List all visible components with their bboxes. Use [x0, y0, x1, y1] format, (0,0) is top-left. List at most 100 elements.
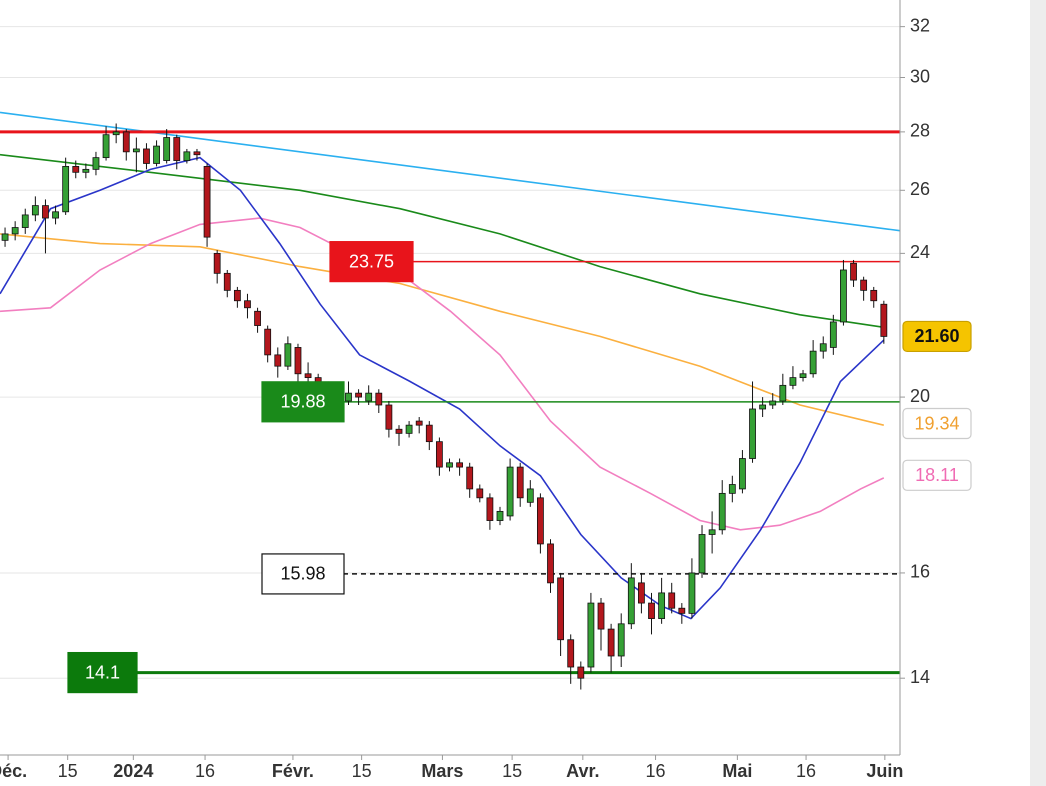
candle-body	[648, 602, 655, 619]
candle-body	[749, 408, 756, 459]
candle-body	[860, 279, 868, 291]
candle-body	[254, 310, 261, 326]
candle-body	[375, 392, 383, 406]
candle-body	[516, 466, 524, 499]
indicator-line	[0, 153, 884, 329]
candle-body	[425, 424, 433, 443]
candle-body	[82, 168, 90, 173]
level-tag	[329, 241, 414, 283]
candle-body	[233, 289, 241, 302]
x-tick-label: Mai	[722, 761, 752, 781]
candle-body	[355, 392, 362, 398]
candle-body	[395, 428, 403, 434]
candle-body	[526, 488, 534, 503]
price-tag	[902, 459, 972, 491]
candle-body	[547, 543, 554, 584]
candle-body	[456, 462, 463, 468]
candle-body	[112, 131, 120, 136]
candle-body	[173, 137, 181, 161]
candle-body	[11, 227, 19, 235]
candle-body	[779, 384, 787, 402]
level-label: 19.88	[280, 392, 325, 412]
candle-body	[203, 166, 211, 238]
candle-body	[476, 488, 484, 499]
side-strip	[1030, 0, 1046, 786]
candle-body	[102, 134, 110, 159]
candle-body	[405, 424, 413, 434]
y-tick-label: 26	[910, 179, 930, 199]
x-tick-label: 16	[195, 761, 215, 781]
level-tag	[67, 651, 138, 694]
candle-body	[365, 392, 373, 402]
indicator-line	[0, 111, 900, 232]
candle-body	[708, 529, 716, 535]
price-tag-label: 18.11	[915, 465, 959, 485]
candle-body	[385, 404, 393, 430]
candle-body	[486, 497, 494, 521]
candle-body	[840, 269, 847, 323]
candle-body	[21, 214, 29, 228]
candle-body	[678, 607, 686, 614]
x-tick-label: 16	[646, 761, 666, 781]
x-tick-label: Févr.	[272, 761, 314, 781]
candle-body	[850, 262, 857, 281]
candle-body	[244, 300, 251, 309]
price-tag	[902, 407, 972, 440]
candle-body	[627, 577, 635, 625]
level-label: 14.1	[85, 662, 120, 682]
candle-body	[496, 510, 504, 521]
y-tick-label: 20	[910, 386, 930, 406]
price-tag	[902, 320, 972, 353]
candle-body	[617, 623, 625, 657]
x-tick-label: 2024	[113, 761, 153, 781]
level-tag	[261, 553, 345, 595]
candle-body	[284, 343, 292, 367]
labels: 1416202426283032Déc.15202416Févr.15Mars1…	[0, 15, 972, 781]
x-tick-label: Déc.	[0, 761, 27, 781]
candle-body	[759, 404, 767, 410]
candle-body	[304, 373, 312, 379]
candle-body	[607, 628, 615, 657]
candle-body	[698, 534, 706, 574]
candle-body	[62, 166, 70, 213]
plot-area	[0, 111, 900, 690]
candle-body	[789, 377, 797, 386]
price-tag-label: 21.60	[914, 326, 959, 346]
candle-body	[597, 602, 605, 630]
candle-body	[163, 137, 171, 161]
candle-body	[718, 492, 726, 531]
candle-body	[1, 233, 9, 241]
grid	[0, 26, 900, 679]
candle-body	[557, 577, 565, 641]
candle-body	[668, 592, 676, 609]
candle-body	[435, 441, 443, 468]
candle-body	[294, 347, 302, 375]
y-tick-label: 28	[910, 121, 930, 141]
level-tag	[261, 381, 345, 423]
candle-body	[577, 666, 585, 679]
level-label: 23.75	[349, 251, 394, 271]
candle-body	[728, 484, 736, 494]
y-tick-label: 32	[910, 15, 930, 35]
indicator-line	[0, 217, 885, 531]
candle-body	[446, 462, 453, 468]
candle-body	[193, 151, 201, 156]
indicator-line	[0, 156, 885, 620]
candle-body	[31, 205, 39, 216]
candle-body	[132, 148, 140, 153]
indicator-line	[0, 233, 884, 426]
candle-body	[52, 211, 59, 219]
x-tick-label: 15	[58, 761, 78, 781]
candle-body	[122, 131, 130, 153]
candle-body	[506, 466, 514, 517]
candle-body	[264, 328, 272, 356]
candle-body	[466, 466, 474, 490]
x-tick-label: 16	[796, 761, 816, 781]
candle-body	[870, 289, 878, 302]
level-label: 15.98	[280, 564, 325, 584]
candle-body	[658, 592, 666, 619]
candle-body	[638, 582, 645, 604]
y-tick-label: 14	[910, 667, 930, 687]
